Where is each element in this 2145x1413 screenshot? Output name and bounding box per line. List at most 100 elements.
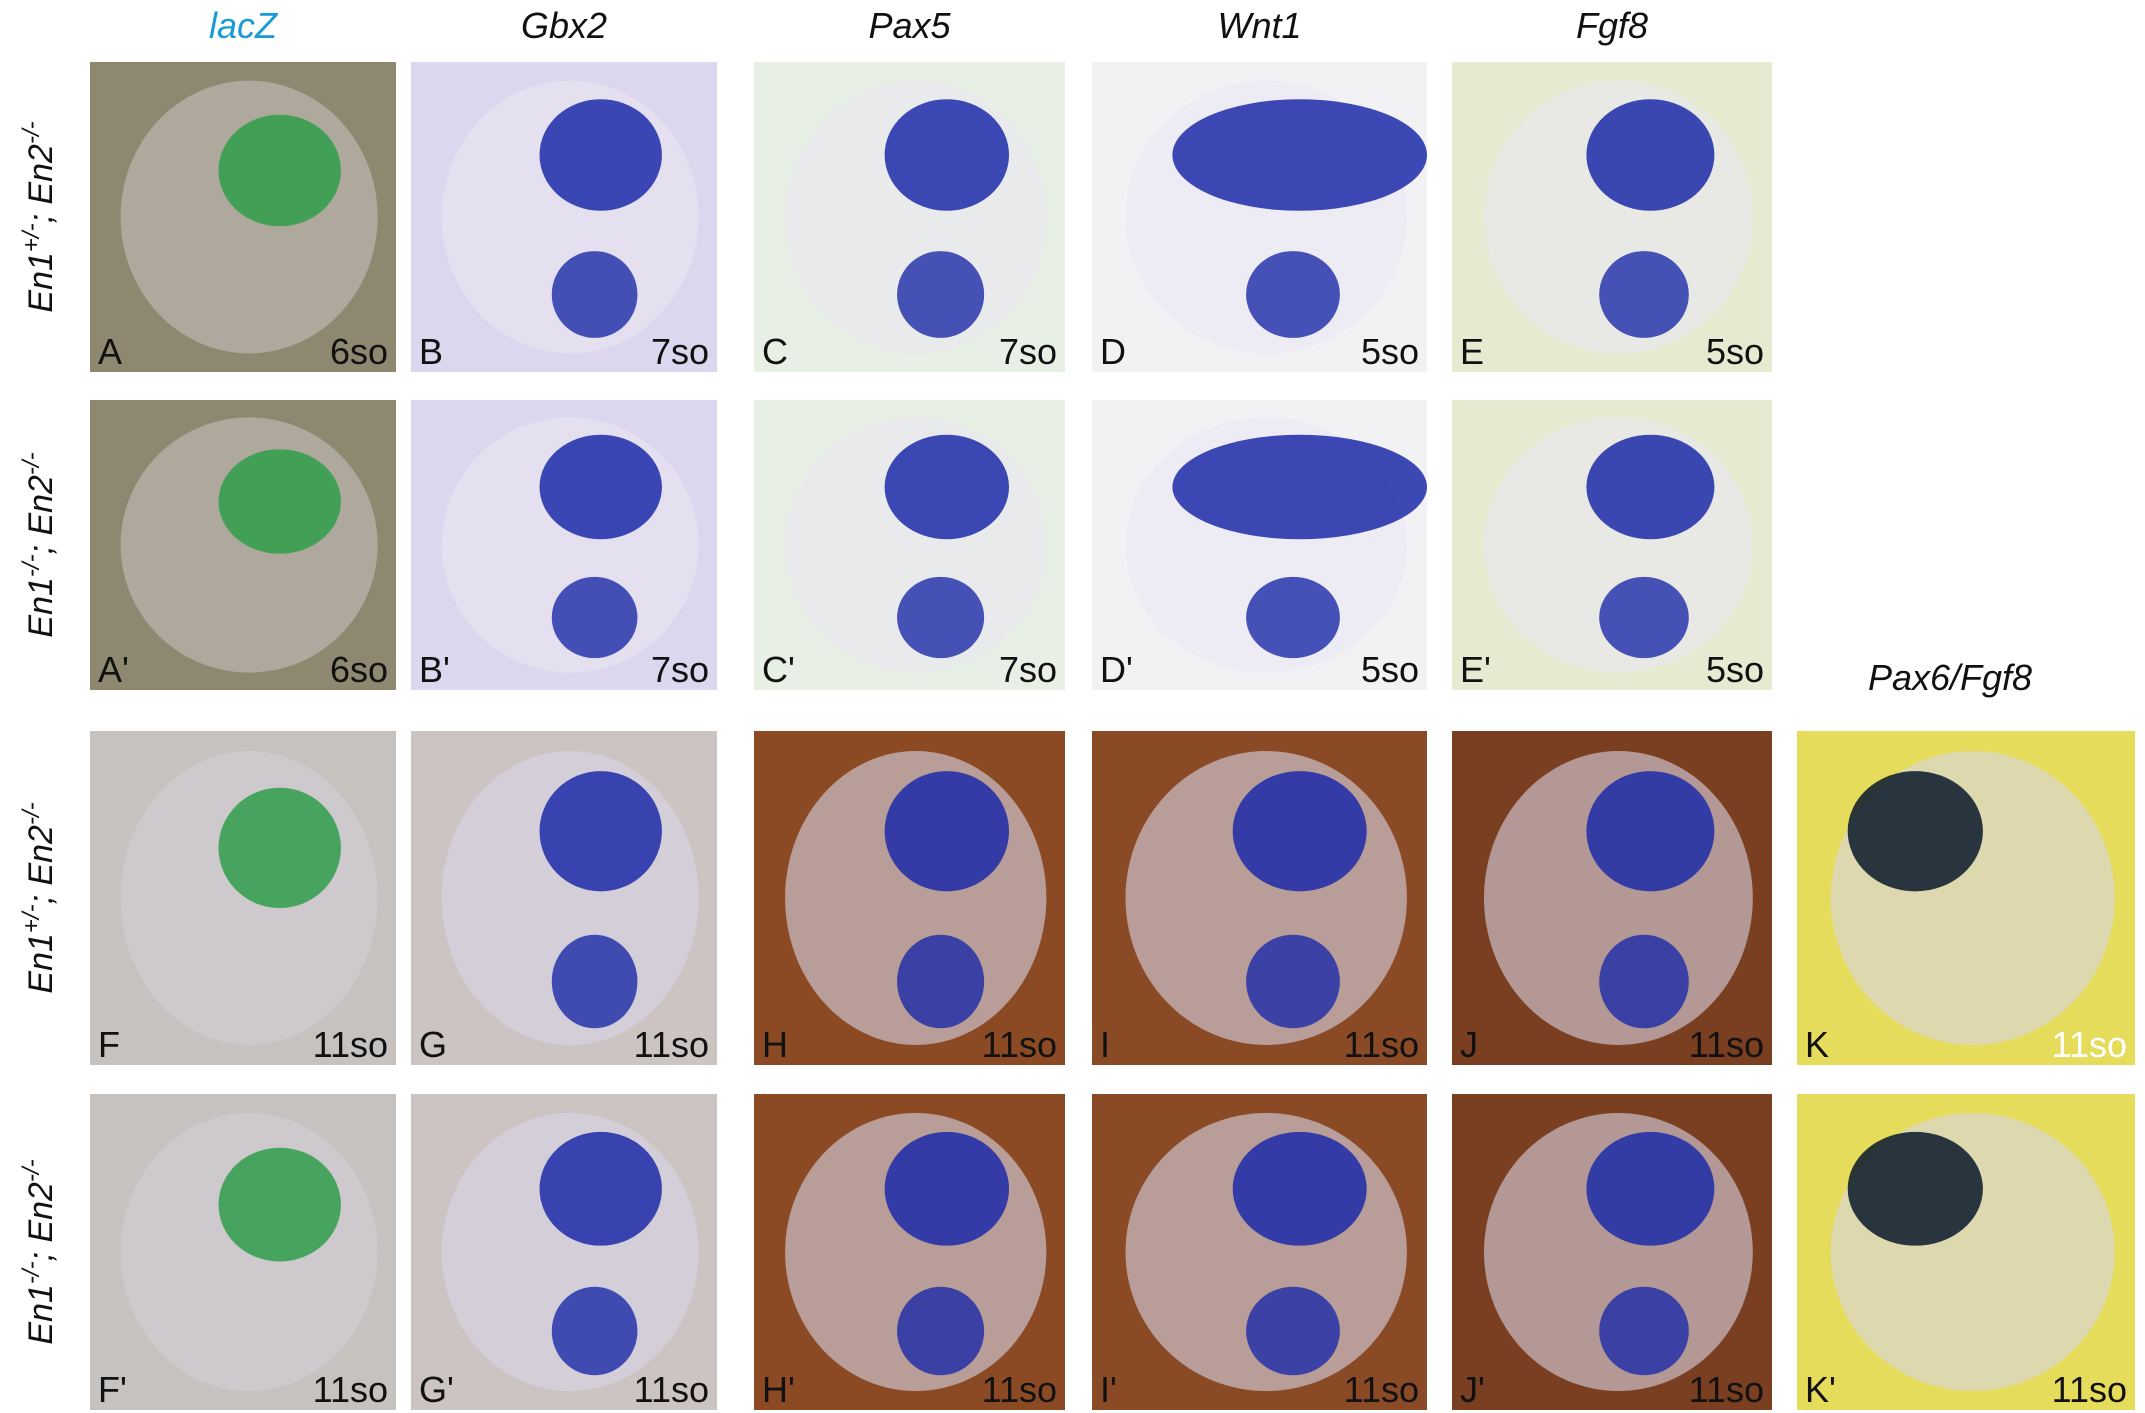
row-label: En1+/-; En2-/- — [18, 121, 61, 312]
stain — [218, 449, 341, 554]
panel: A' 6so — [90, 400, 396, 690]
panel-letter: H — [762, 1024, 788, 1065]
stage-label: 5so — [1706, 331, 1764, 372]
stain — [897, 576, 985, 659]
stage-label: 7so — [999, 649, 1057, 690]
stain — [1246, 1286, 1340, 1376]
stain — [551, 934, 638, 1029]
row-label-part: En1 — [22, 1284, 60, 1345]
row-label-part: En1 — [22, 252, 60, 313]
panel: I' 11so — [1092, 1094, 1427, 1410]
stain — [1586, 1131, 1715, 1246]
stage-label: 11so — [634, 1024, 709, 1065]
stage-label: 7so — [999, 331, 1057, 372]
panel-letter: K — [1805, 1024, 1829, 1065]
panel: E' 5so — [1452, 400, 1772, 690]
panel-letter: J' — [1460, 1369, 1485, 1410]
panel: C 7so — [754, 62, 1065, 372]
stage-label: 11so — [982, 1369, 1057, 1410]
panel-letter: I' — [1100, 1369, 1117, 1410]
panel: B 7so — [411, 62, 717, 372]
row-label-part: En1 — [22, 577, 60, 638]
column-headers: lacZ Gbx2 Pax5 Wnt1 Fgf8 Pax6/Fgf8 — [209, 5, 2032, 698]
panel-letter: C' — [762, 649, 795, 690]
stain — [1232, 771, 1367, 892]
stain — [1172, 434, 1427, 540]
stain — [1599, 1286, 1689, 1376]
column-header: lacZ — [209, 5, 278, 46]
row-label-part: -/- — [18, 1261, 45, 1284]
row-label-part: ; En2 — [22, 825, 60, 904]
stain — [1586, 99, 1715, 211]
panel-letter: A — [98, 331, 122, 372]
column-header: Pax6/Fgf8 — [1868, 657, 2032, 698]
panel: F' 11so — [90, 1094, 396, 1410]
panels: En1+/-; En2-/-A 6so B 7so C 7so D 5so E 5soEn1-/-… — [18, 62, 2135, 1410]
stain — [539, 1131, 662, 1246]
stain — [884, 434, 1010, 540]
row-label-part: +/- — [18, 904, 45, 933]
panel: D 5so — [1092, 62, 1427, 372]
stage-label: 7so — [651, 649, 709, 690]
row-label: En1-/-; En2-/- — [18, 452, 61, 637]
stain — [539, 434, 662, 540]
stain — [1246, 251, 1340, 338]
panel-letter: G' — [419, 1369, 454, 1410]
panel: K 11so — [1797, 731, 2135, 1065]
stage-label: 11so — [1689, 1024, 1764, 1065]
panel-letter: A' — [98, 649, 129, 690]
panel-letter: D' — [1100, 649, 1133, 690]
panel: A 6so — [90, 62, 396, 372]
stage-label: 11so — [1344, 1369, 1419, 1410]
panel-letter: B' — [419, 649, 450, 690]
panel: J' 11so — [1452, 1094, 1772, 1410]
row-label-part: -/- — [18, 452, 45, 475]
stain — [897, 1286, 985, 1376]
panel-letter: E' — [1460, 649, 1491, 690]
column-header: Pax5 — [868, 5, 951, 46]
row-label-part: -/- — [18, 554, 45, 577]
panel-letter: C — [762, 331, 788, 372]
panel: K' 11so — [1797, 1094, 2135, 1410]
panel: F 11so — [90, 731, 396, 1065]
stage-label: 11so — [1689, 1369, 1764, 1410]
panel: C' 7so — [754, 400, 1065, 690]
panel-letter: I — [1100, 1024, 1110, 1065]
stage-label: 5so — [1361, 649, 1419, 690]
stain — [539, 99, 662, 211]
stain — [1586, 771, 1715, 892]
stain — [1847, 771, 1983, 892]
panel-image — [90, 400, 396, 690]
panel: G 11so — [411, 731, 717, 1065]
stain — [1232, 1131, 1367, 1246]
panel-image — [90, 1094, 396, 1410]
stain — [551, 251, 638, 338]
panel-letter: K' — [1805, 1369, 1836, 1410]
row-label-part: -/- — [18, 802, 45, 825]
panel-letter: F' — [98, 1369, 127, 1410]
stain — [539, 771, 662, 892]
stage-label: 11so — [2052, 1024, 2127, 1065]
panel: H' 11so — [754, 1094, 1065, 1410]
row-label-part: -/- — [18, 121, 45, 144]
column-header: Wnt1 — [1217, 5, 1301, 46]
stain — [218, 114, 341, 227]
stain — [884, 771, 1010, 892]
stain — [1246, 576, 1340, 659]
stage-label: 5so — [1361, 331, 1419, 372]
panel-letter: D — [1100, 331, 1126, 372]
panel: E 5so — [1452, 62, 1772, 372]
row-label-part: +/- — [18, 223, 45, 252]
row-label: En1+/-; En2-/- — [18, 802, 61, 993]
panel: J 11so — [1452, 731, 1772, 1065]
row-label-part: ; En2 — [22, 1182, 60, 1261]
stage-label: 7so — [651, 331, 709, 372]
stain — [551, 1286, 638, 1376]
stain — [1599, 934, 1689, 1029]
panel-letter: E — [1460, 331, 1484, 372]
panel-letter: J — [1460, 1024, 1478, 1065]
stain — [1586, 434, 1715, 540]
panel-image — [90, 731, 396, 1065]
stain — [1246, 934, 1340, 1029]
